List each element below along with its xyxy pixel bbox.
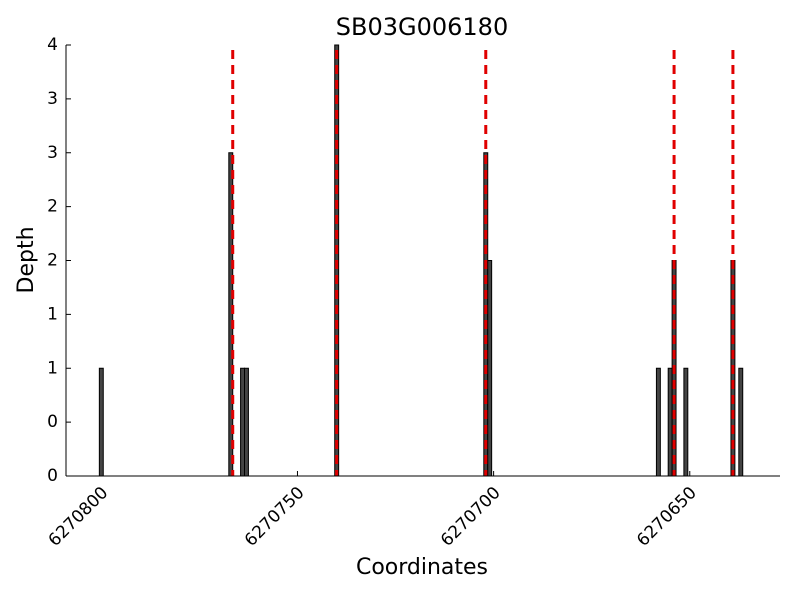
y-tick-label: 0 <box>47 412 58 432</box>
x-tick-label: 6270750 <box>241 483 309 551</box>
y-axis-label: Depth <box>14 226 39 293</box>
bar <box>487 260 493 477</box>
y-tick-label: 2 <box>47 251 58 271</box>
x-tick-label: 6270800 <box>45 483 113 551</box>
bar <box>98 367 104 477</box>
y-tick-label: 0 <box>47 466 58 486</box>
x-tick-label: 6270700 <box>437 483 505 551</box>
y-tick-label: 3 <box>47 143 58 163</box>
bar <box>655 367 661 477</box>
bar <box>738 367 744 477</box>
y-tick-label: 3 <box>47 89 58 109</box>
y-tick-label: 1 <box>47 358 58 378</box>
chart-title: SB03G006180 <box>336 13 508 41</box>
y-tick-label: 2 <box>47 197 58 217</box>
bar <box>244 367 249 477</box>
x-axis-label: Coordinates <box>356 555 488 580</box>
bar <box>683 367 689 477</box>
y-tick-label: 1 <box>47 304 58 324</box>
x-tick-label: 6270650 <box>633 483 701 551</box>
y-tick-label: 4 <box>47 35 58 55</box>
bar <box>240 367 245 477</box>
bar <box>667 367 673 477</box>
